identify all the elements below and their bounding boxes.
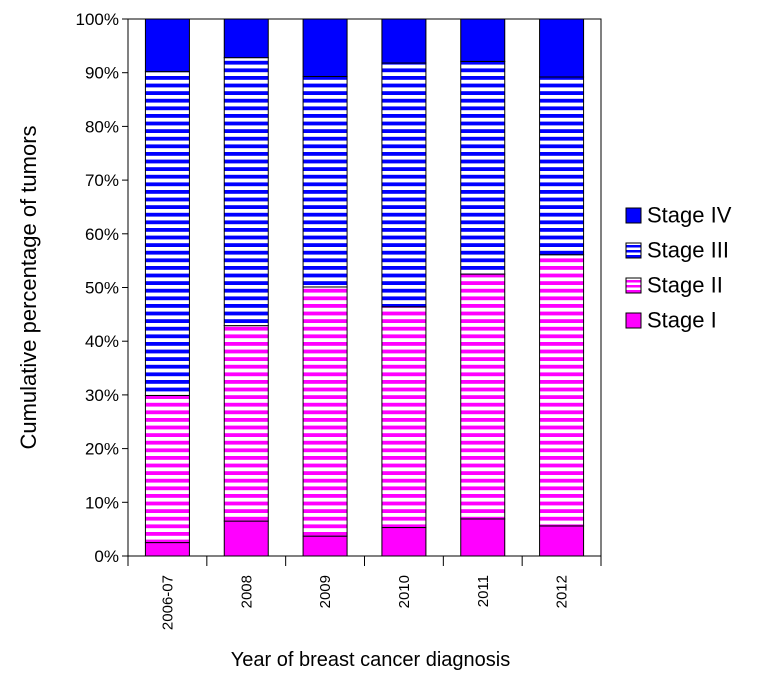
bar-segment-stage-ii-2008 [223,325,269,522]
bar-segment-stage-ii-2006-07 [144,394,190,544]
x-tick-label: 2011 [475,575,492,607]
legend-label: Stage IV [647,203,732,228]
bar-segment-stage-iv-2010 [381,18,427,64]
legend-label: Stage III [647,238,729,263]
y-tick-label: 10% [85,493,119,512]
bar-segment-stage-iv-2006-07 [144,18,190,73]
bar-segment-stage-ii-2012 [539,254,585,527]
legend-swatch-stage-iv [625,207,642,224]
y-tick-label: 50% [85,279,119,298]
bar-segment-stage-iii-2009 [302,75,348,288]
legend-swatch-stage-i [625,312,642,329]
bar-segment-stage-iii-2011 [460,60,506,275]
y-axis-title: Cumulative percentage of tumors [16,125,41,449]
bar-segment-stage-iv-2012 [539,18,585,78]
plot-frame [127,18,602,557]
bar-segment-stage-ii-2010 [381,306,427,529]
x-tick-label: 2008 [238,575,255,608]
x-tick-label: 2009 [317,575,334,608]
bar-segment-stage-ii-2011 [460,273,506,520]
labels-layer: 0% 10% 20% 30% 40% 50% 60% 70% 80% 90% 100% 2006-07… [16,10,571,671]
bar-segment-stage-i-2009 [302,535,348,557]
y-tick-label: 0% [94,547,119,566]
bar-segment-stage-iv-2011 [460,18,506,62]
x-tick-label: 2012 [554,575,571,608]
y-tick-label: 40% [85,332,119,351]
bar-segment-stage-iv-2008 [223,18,269,59]
x-tick-label: 2010 [396,575,413,608]
y-tick-label: 90% [85,64,119,83]
bar-segment-stage-iv-2009 [302,18,348,77]
legend-swatch-stage-iii [625,242,642,259]
bar-segment-stage-i-2012 [539,525,585,557]
bar-segment-stage-iii-2008 [223,57,269,327]
axes-layer [122,18,602,566]
legend-label: Stage II [647,273,723,298]
y-tick-label: 60% [85,225,119,244]
bar-segment-stage-iii-2006-07 [144,71,190,396]
legend: Stage IV Stage III Stage II Stage I [625,203,732,333]
bar-segment-stage-i-2010 [381,527,427,557]
bar-segment-stage-i-2006-07 [144,542,190,557]
bar-segment-stage-ii-2009 [302,286,348,537]
bar-segment-stage-iii-2012 [539,76,585,256]
y-tick-label: 20% [85,440,119,459]
bars-layer [144,18,585,557]
bar-segment-stage-iii-2010 [381,62,427,308]
y-tick-label: 100% [76,10,119,29]
y-tick-label: 80% [85,117,119,136]
x-axis-title: Year of breast cancer diagnosis [231,649,510,671]
y-tick-label: 30% [85,386,119,405]
x-tick-label: 2006-07 [159,575,176,630]
bar-segment-stage-i-2011 [460,518,506,557]
y-tick-label: 70% [85,171,119,190]
bar-segment-stage-i-2008 [223,520,269,557]
legend-swatch-stage-ii [625,277,642,294]
legend-label: Stage I [647,308,717,333]
